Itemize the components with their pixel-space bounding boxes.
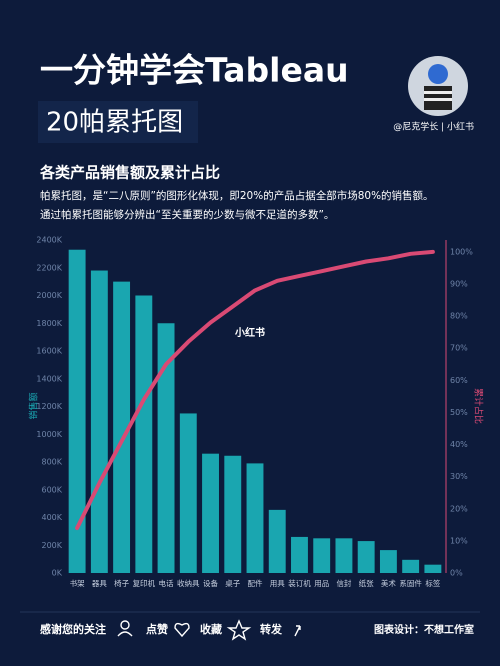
bar xyxy=(335,538,353,573)
x-tick-label: 配件 xyxy=(248,578,263,588)
description: 通过帕累托图能够分辨出“至关重要的少数与微不足道的多数”。 xyxy=(40,208,334,221)
bar xyxy=(135,295,153,573)
bar xyxy=(424,564,442,573)
bar xyxy=(246,463,264,573)
y2-tick-label: 0% xyxy=(450,569,463,578)
x-tick-label: 用具 xyxy=(270,579,285,588)
avatar xyxy=(408,56,468,116)
bar xyxy=(202,453,219,573)
footer-like[interactable]: 点赞 xyxy=(146,622,168,636)
y-tick-label: 1200K xyxy=(36,402,62,411)
y-tick-label: 200K xyxy=(41,541,62,550)
y-tick-label: 600K xyxy=(41,485,62,494)
x-tick-label: 收纳具 xyxy=(177,578,200,588)
y2-tick-label: 20% xyxy=(450,504,468,513)
y2-tick-label: 80% xyxy=(450,312,468,321)
footer-credit: 图表设计：不想工作室 xyxy=(374,623,474,636)
bar xyxy=(402,559,420,573)
y2-tick-label: 60% xyxy=(450,376,468,385)
x-tick-label: 设备 xyxy=(203,578,218,588)
y2-tick-label: 10% xyxy=(450,536,468,545)
y2-tick-label: 100% xyxy=(450,247,473,256)
footer-thanks: 感谢您的关注 xyxy=(40,622,106,636)
footer-share[interactable]: 转发 xyxy=(260,622,283,636)
bar xyxy=(291,536,308,573)
bar xyxy=(113,281,131,573)
y-tick-label: 400K xyxy=(41,513,62,522)
footer-collect[interactable]: 收藏 xyxy=(200,622,222,636)
y-tick-label: 2400K xyxy=(36,236,62,245)
x-tick-label: 装订机 xyxy=(288,578,311,588)
y2-tick-label: 70% xyxy=(450,344,468,353)
x-tick-label: 桌子 xyxy=(225,578,240,588)
x-tick-label: 用品 xyxy=(314,579,329,588)
bar xyxy=(224,455,242,573)
bar xyxy=(379,550,397,573)
y2-tick-label: 90% xyxy=(450,279,468,288)
account: @尼克学长 | 小红书 xyxy=(393,121,474,133)
watermark: 小红书 xyxy=(234,326,265,339)
y-tick-label: 1000K xyxy=(36,430,62,439)
y2-axis-label: 累计占比 xyxy=(473,388,485,424)
bar xyxy=(157,323,175,573)
bar xyxy=(90,270,108,573)
bar xyxy=(313,538,331,573)
y-axis-label: 销售额 xyxy=(28,392,40,419)
y-tick-label: 2000K xyxy=(36,291,62,300)
x-tick-label: 电话 xyxy=(159,578,174,588)
x-tick-label: 标签 xyxy=(425,578,440,588)
bar xyxy=(68,249,86,573)
x-tick-label: 器具 xyxy=(92,579,107,588)
chart: 0K 200K 400K 600K 800K 1000K 1200K 1400K 1600K 18… xyxy=(28,236,485,589)
y-tick-label: 1600K xyxy=(36,347,62,356)
y-tick-label: 800K xyxy=(41,458,62,467)
chart-title: 各类产品销售额及累计占比 xyxy=(39,164,220,182)
title: 一分钟学会Tableau xyxy=(40,51,349,90)
bar xyxy=(357,541,375,573)
bar xyxy=(179,413,197,573)
y2-tick-label: 50% xyxy=(450,408,468,417)
cumulative-line xyxy=(75,249,435,531)
y-tick-label: 1400K xyxy=(36,374,62,383)
y-tick-label: 2200K xyxy=(36,263,62,272)
subtitle-box xyxy=(38,101,198,143)
x-tick-label: 信封 xyxy=(336,578,351,588)
x-tick-label: 纸张 xyxy=(359,578,374,588)
y2-tick-label: 40% xyxy=(450,440,468,449)
x-tick-label: 椅子 xyxy=(114,578,129,588)
description: 帕累托图，是“二八原则”的图形化体现，即20%的产品占据全部市场80%的销售额。 xyxy=(40,189,434,202)
subtitle: 20帕累托图 xyxy=(46,108,183,138)
bar xyxy=(268,509,286,573)
y-tick-label: 0K xyxy=(52,569,63,578)
footer-icons xyxy=(117,619,301,641)
x-tick-label: 书架 xyxy=(70,578,85,588)
x-tick-label: 系固件 xyxy=(399,578,422,588)
y-tick-label: 1800K xyxy=(36,319,62,328)
x-tick-label: 美术 xyxy=(381,578,396,588)
y2-tick-label: 30% xyxy=(450,472,468,481)
x-tick-label: 复印机 xyxy=(133,578,156,588)
